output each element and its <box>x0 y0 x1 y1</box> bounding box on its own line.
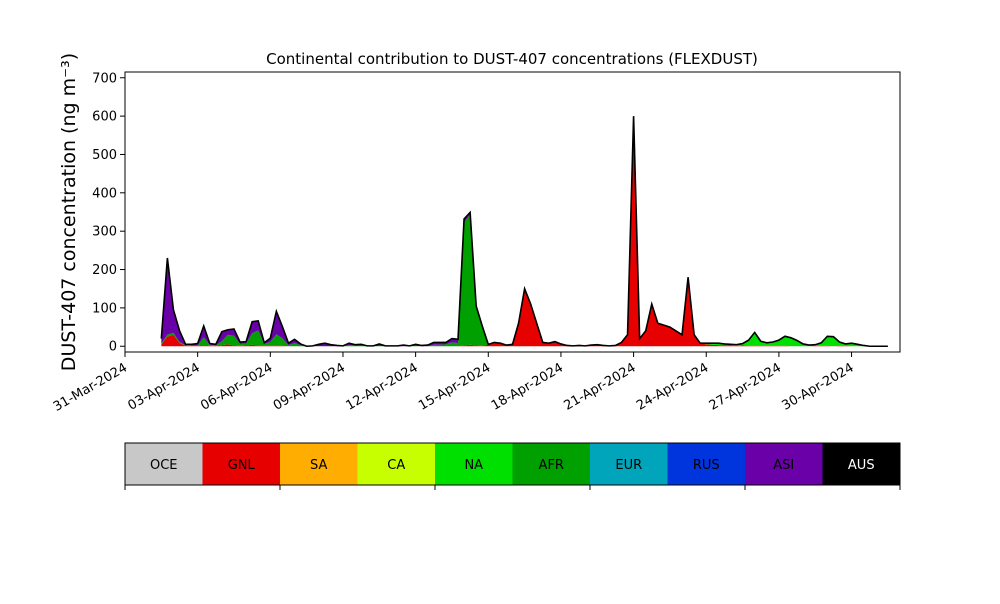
x-tick-label: 27-Apr-2024 <box>707 360 784 413</box>
x-tick-label: 18-Apr-2024 <box>489 360 566 413</box>
x-axis: 31-Mar-202403-Apr-202406-Apr-202409-Apr-… <box>51 352 857 415</box>
y-axis-label: DUST-407 concentration (ng m⁻³) <box>58 53 80 371</box>
x-tick-label: 21-Apr-2024 <box>561 360 638 413</box>
legend-swatch-eur <box>590 443 668 485</box>
x-tick-label: 15-Apr-2024 <box>416 360 493 413</box>
legend-label-oce: OCE <box>150 458 178 473</box>
legend-swatch-oce <box>125 443 203 485</box>
legend-label-sa: SA <box>310 458 327 473</box>
colorbar-frame <box>124 442 901 486</box>
y-tick-label: 300 <box>92 225 117 240</box>
chart-title: Continental contribution to DUST-407 con… <box>266 50 758 68</box>
legend-label-rus: RUS <box>693 458 720 473</box>
legend-label-eur: EUR <box>615 458 642 473</box>
plot-frame <box>124 71 901 353</box>
x-tick-label: 24-Apr-2024 <box>634 360 711 413</box>
total-outline <box>160 116 888 348</box>
y-tick-label: 400 <box>92 186 117 201</box>
y-tick-label: 0 <box>109 340 117 355</box>
legend-label-aus: AUS <box>848 458 875 473</box>
x-tick-label: 03-Apr-2024 <box>126 360 203 413</box>
area-gnl <box>161 116 888 347</box>
legend-swatch-gnl <box>202 443 281 485</box>
legend-label-ca: CA <box>387 458 405 473</box>
y-tick-label: 500 <box>92 148 117 163</box>
y-axis: 0 100 200 300 400 500 600 700 <box>92 71 125 355</box>
legend-swatch-afr <box>512 443 591 485</box>
y-tick-label: 700 <box>92 71 117 86</box>
colorbar-legend: OCE GNL SA CA NA AFR EUR RUS ASI AUS <box>124 442 901 490</box>
x-tick-label: 09-Apr-2024 <box>271 360 348 413</box>
legend-label-afr: AFR <box>539 458 564 473</box>
legend-label-gnl: GNL <box>228 458 256 473</box>
legend-swatch-asi <box>745 443 823 485</box>
y-tick-label: 600 <box>92 110 117 125</box>
y-tick-label: 100 <box>92 301 117 316</box>
area-layers <box>160 116 888 348</box>
legend-swatch-rus <box>667 443 746 485</box>
x-tick-label: 12-Apr-2024 <box>344 360 421 413</box>
x-tick-label: 06-Apr-2024 <box>198 360 275 413</box>
x-tick-label: 30-Apr-2024 <box>779 360 856 413</box>
legend-label-asi: ASI <box>773 458 794 473</box>
legend-label-na: NA <box>464 458 483 473</box>
legend-swatch-ca <box>357 443 436 485</box>
legend-swatch-sa <box>280 443 358 485</box>
legend-swatch-aus <box>822 443 901 485</box>
y-tick-label: 200 <box>92 263 117 278</box>
legend-swatch-na <box>435 443 513 485</box>
